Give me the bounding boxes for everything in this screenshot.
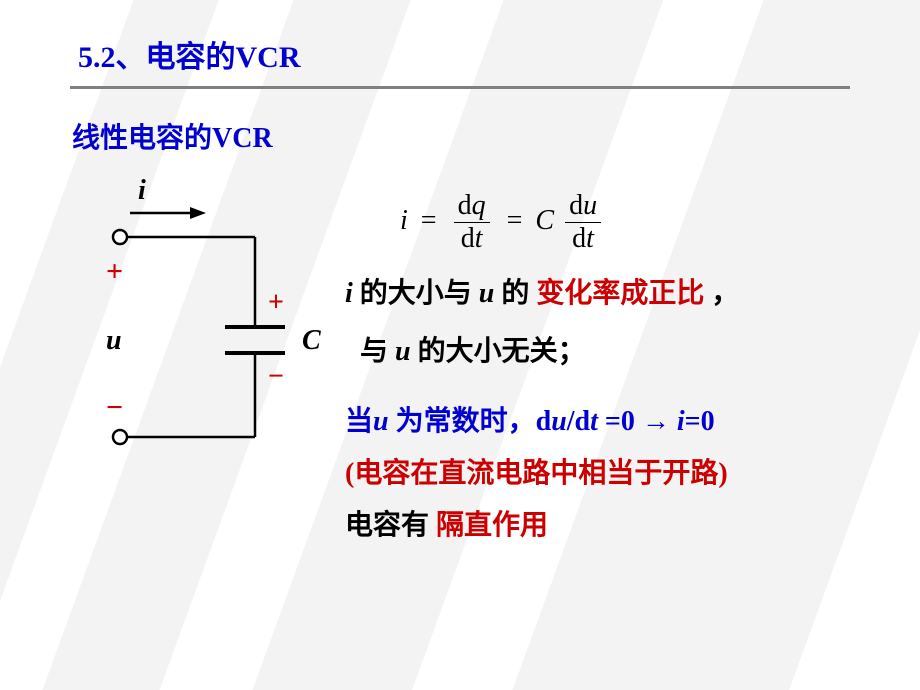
l3c: 为常数时， [396,406,536,437]
l1c: u [479,278,502,309]
l3i: i [670,406,685,437]
circuit-svg [90,175,320,455]
eq-f1nv: q [472,190,486,221]
eq-f2nd: d [569,190,583,221]
l1d: 的 [501,278,529,309]
l2a: 与 [360,336,388,367]
l3h: =0 [605,406,642,437]
line-5: 电容有 隔直作用 [345,504,885,547]
l3arrow: → [642,406,670,437]
eq-frac2: du dt [565,190,601,255]
eq-equals-2: = [507,205,523,236]
eq-frac1: dq dt [454,190,490,255]
sign-minus-inner: − [268,361,284,393]
eq-f2dd: d [572,223,586,254]
equation: i = dq dt = C du dt [400,190,605,255]
label-u: u [106,325,122,357]
l3j: =0 [685,406,715,437]
label-c: C [302,325,321,357]
eq-lhs: i [400,205,408,236]
eq-f1dd: d [461,223,475,254]
sign-plus-outer: + [106,255,123,289]
line-2: 与 u 的大小无关； [360,330,900,373]
line-3: 当u 为常数时，du/dt =0 → i=0 [345,400,885,443]
l3g: t [590,406,605,437]
l3a: 当 [345,406,373,437]
l2c: 的大小无关； [418,336,586,367]
label-i: i [138,175,146,207]
line-1: i 的大小与 u 的 变化率成正比 ， [345,272,885,315]
l2b: u [395,336,418,367]
l1a: i [345,278,360,309]
circuit-diagram: i + u − + − C [90,175,320,455]
eq-f1dv: t [475,223,483,254]
eq-f1nd: d [458,190,472,221]
l5b: 隔直作用 [436,510,548,541]
subsection-title: 线性电容的VCR [72,116,273,156]
divider [70,86,850,89]
l5a: 电容有 [345,510,429,541]
l1b: 的大小与 [360,278,472,309]
eq-f2nv: u [583,190,597,221]
sign-minus-outer: − [106,391,123,425]
l3d: d [536,406,552,437]
l3e: u [551,406,567,437]
eq-equals-1: = [421,205,437,236]
eq-c: C [535,205,554,236]
eq-f2dv: t [586,223,594,254]
line-4: (电容在直流电路中相当于开路) [345,452,885,495]
l3f: /d [567,406,590,437]
l1f: ， [711,278,739,309]
l1e: 变化率成正比 [536,278,704,309]
section-title: 5.2、电容的VCR [78,32,301,76]
l3b: u [373,406,396,437]
sign-plus-inner: + [268,287,284,319]
